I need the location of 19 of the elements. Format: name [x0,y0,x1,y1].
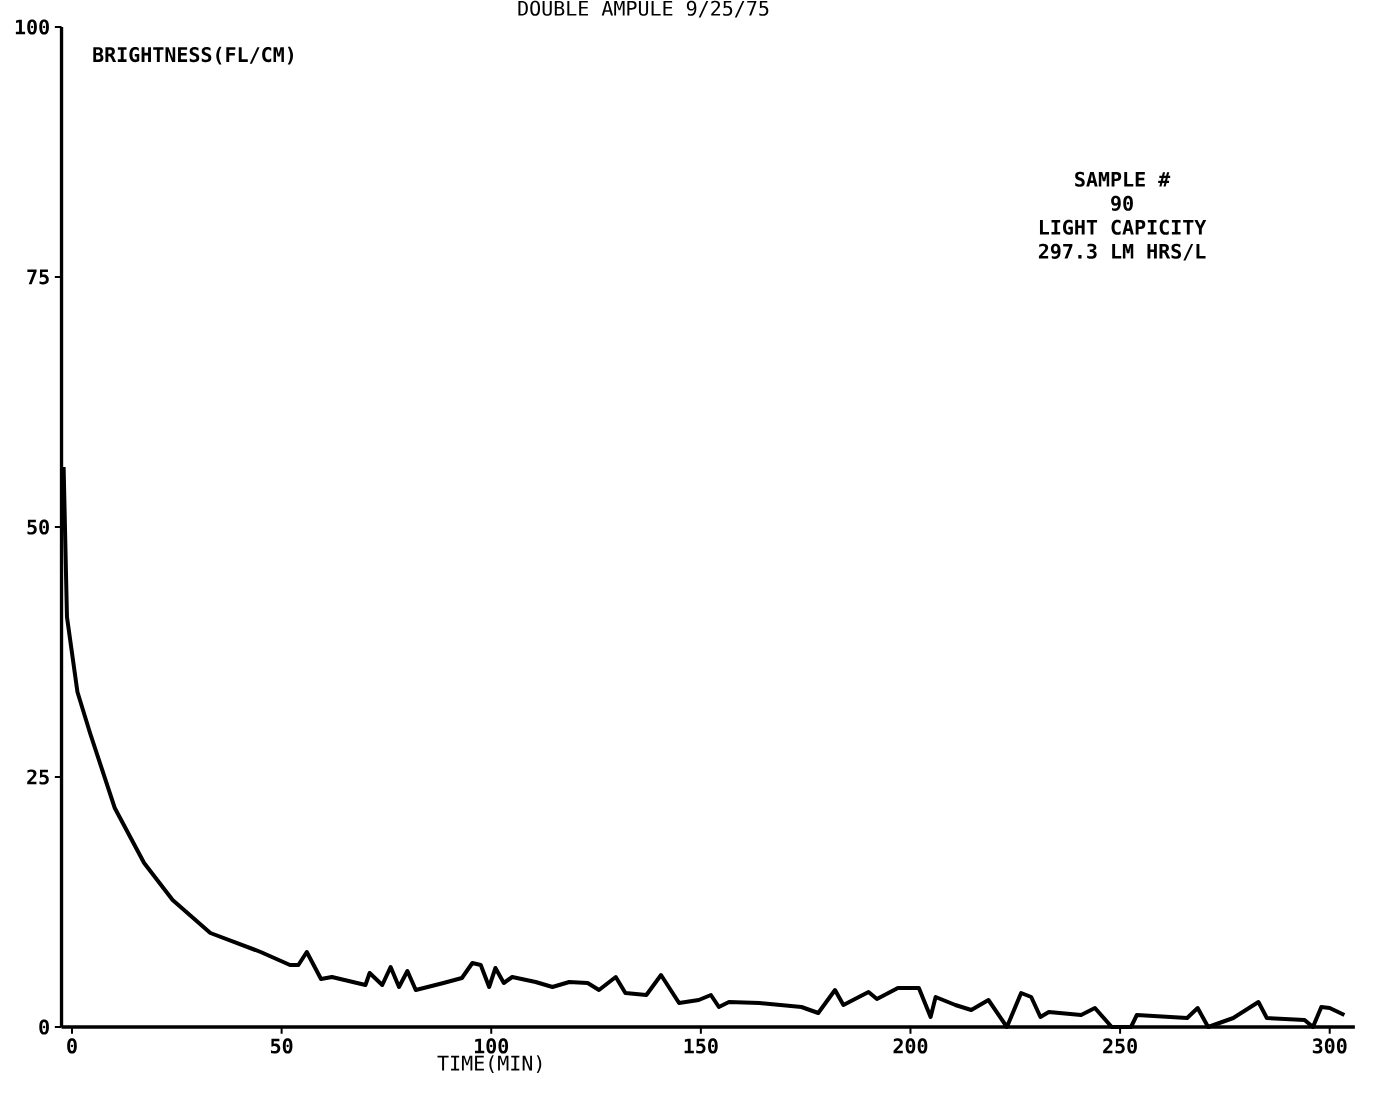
y-tick-label: 75 [27,269,49,285]
annotation: LIGHT CAPICITY [1039,219,1207,235]
annotation: 90 [1111,195,1133,211]
x-tick-label: 50 [270,1038,293,1054]
x-tick-label: 150 [684,1038,718,1054]
x-tick-label: 200 [893,1038,928,1054]
x-tick-label: 300 [1312,1038,1347,1054]
y-tick-label: 100 [15,19,49,35]
y-axis-title: BRIGHTNESS(FL/CM) [93,46,294,65]
y-tick-label: 0 [39,1019,49,1035]
x-tick-label: 100 [475,1038,509,1054]
annotation: SAMPLE # [1075,171,1171,187]
x-axis-title: TIME(MIN) [437,1055,542,1074]
y-tick-label: 50 [27,519,49,535]
chart-title: DOUBLE AMPULE 9/25/75 [518,0,769,18]
x-tick-label: 250 [1103,1038,1137,1054]
annotation: 297.3 LM HRS/L [1038,243,1206,261]
y-tick-label: 25 [27,769,49,785]
x-tick-label: 0 [67,1038,77,1054]
